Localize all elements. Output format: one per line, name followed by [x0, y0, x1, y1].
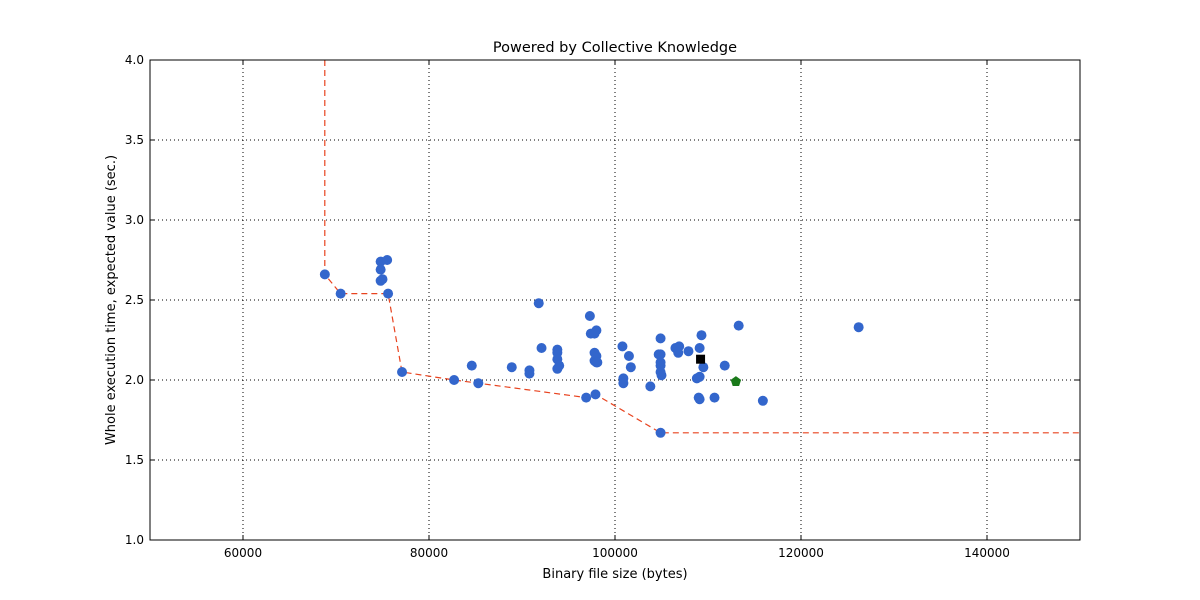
data-point	[584, 311, 595, 321]
data-point	[683, 346, 694, 357]
data-point	[383, 288, 394, 299]
data-point	[536, 343, 547, 353]
data-point	[709, 392, 720, 403]
data-point	[590, 389, 601, 400]
data-point	[319, 269, 330, 280]
data-point	[473, 378, 484, 389]
axis-ticks: 60000 80000 100000 120000 140000 1.0 1.5 2.0 2.5…	[125, 53, 1080, 560]
chart-title: Powered by Collective Knowledge	[493, 40, 737, 56]
data-point	[592, 357, 603, 368]
data-point	[335, 288, 346, 299]
data-point	[623, 351, 634, 361]
reference-point	[696, 354, 706, 364]
data-point	[377, 274, 388, 285]
x-axis-label: Binary file size (bytes)	[542, 567, 687, 582]
data-point	[853, 322, 864, 333]
data-point	[655, 349, 666, 360]
data-point	[694, 371, 705, 382]
data-point	[645, 381, 656, 392]
data-point	[656, 370, 667, 381]
x-tick-label: 100000	[592, 546, 638, 560]
y-tick-label: 2.0	[125, 373, 144, 387]
data-point	[375, 264, 386, 275]
data-point	[673, 347, 684, 358]
data-points	[319, 255, 864, 438]
data-point	[694, 394, 705, 405]
x-tick-label: 60000	[224, 546, 262, 560]
pareto-frontier	[324, 60, 1080, 434]
y-tick-label: 4.0	[125, 53, 144, 67]
data-point	[617, 341, 628, 352]
data-point	[506, 362, 517, 373]
x-tick-label: 140000	[964, 546, 1010, 560]
data-point	[554, 360, 565, 371]
frontier-line	[324, 60, 1080, 434]
data-point	[698, 362, 709, 373]
y-axis-label: Whole execution time, expected value (se…	[104, 155, 119, 445]
x-tick-label: 80000	[410, 546, 448, 560]
data-point	[625, 362, 636, 373]
x-tick-label: 120000	[778, 546, 824, 560]
data-point	[591, 325, 602, 336]
data-point	[757, 395, 768, 406]
data-point	[694, 343, 705, 353]
y-tick-label: 3.5	[125, 133, 144, 147]
data-point	[618, 378, 629, 389]
y-tick-label: 1.5	[125, 453, 144, 467]
data-point	[733, 320, 744, 331]
data-point	[581, 392, 592, 403]
data-point	[466, 360, 477, 371]
y-tick-label: 1.0	[125, 533, 144, 547]
data-point	[533, 298, 544, 309]
y-tick-label: 2.5	[125, 293, 144, 307]
data-point	[449, 375, 460, 385]
data-point	[382, 255, 393, 265]
data-point	[397, 367, 408, 377]
data-point	[655, 427, 666, 438]
data-point	[719, 360, 730, 371]
best-point	[730, 376, 742, 386]
data-point	[524, 368, 535, 379]
data-point	[655, 333, 666, 344]
y-tick-label: 3.0	[125, 213, 144, 227]
data-point	[696, 330, 707, 341]
